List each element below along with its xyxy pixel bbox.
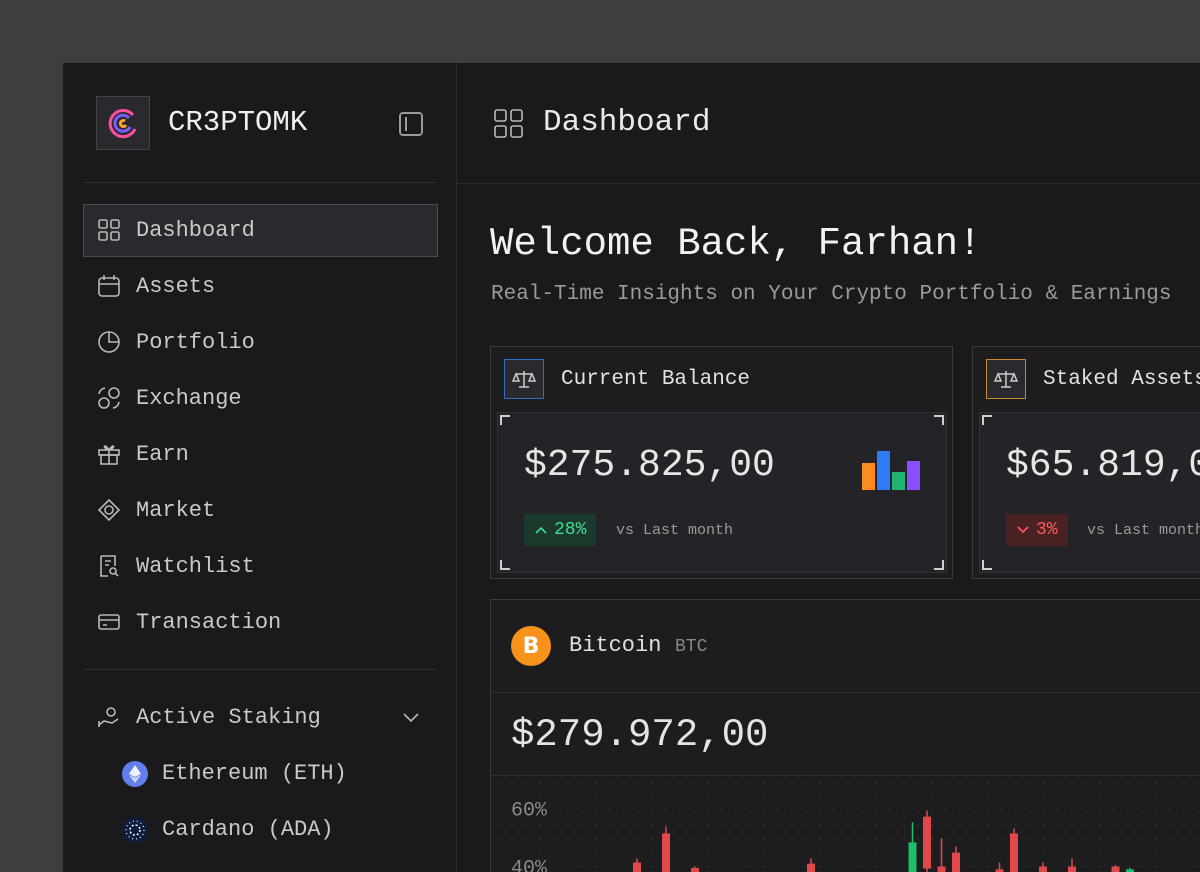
- nav-item[interactable]: Assets: [136, 274, 216, 299]
- corner: [500, 415, 510, 425]
- nav-icon: [97, 498, 121, 522]
- stat-card: Staked Assets $65.819,00 3% vs Last month: [972, 346, 1200, 579]
- nav-icon: [98, 387, 120, 409]
- candle-body: [937, 866, 946, 872]
- divider: [491, 775, 1200, 776]
- staking-item[interactable]: Ethereum (ETH): [162, 761, 347, 786]
- candle-body: [662, 833, 670, 872]
- nav-icon: [98, 445, 120, 465]
- candle-body: [1111, 866, 1120, 872]
- logo-mark: [108, 109, 137, 139]
- btc-icon: B: [511, 626, 551, 666]
- corner: [500, 560, 510, 570]
- nav-item[interactable]: Watchlist: [136, 554, 255, 579]
- nav-item[interactable]: Dashboard: [136, 218, 255, 243]
- ada-icon: [122, 817, 148, 843]
- nav-item[interactable]: Portfolio: [136, 330, 255, 355]
- staking-title[interactable]: Active Staking: [136, 705, 321, 730]
- nav-item[interactable]: Market: [136, 498, 216, 523]
- welcome-title: Welcome Back, Farhan!: [490, 222, 982, 266]
- brand: CR3PTOMK: [168, 106, 308, 139]
- svg-text:B: B: [523, 634, 540, 659]
- divider: [83, 182, 437, 183]
- candle-body: [691, 867, 699, 872]
- corner: [934, 560, 944, 570]
- candle-body: [1068, 866, 1076, 872]
- nav-icon: [98, 219, 120, 241]
- nav-item[interactable]: Exchange: [136, 386, 242, 411]
- card-body: $275.825,00 28% vs Last month: [497, 412, 947, 573]
- y-tick-label: 60%: [511, 800, 548, 823]
- change-compare: vs Last month: [1087, 522, 1200, 539]
- nav-item[interactable]: Earn: [136, 442, 189, 467]
- change-arrow: [1017, 526, 1029, 534]
- card-icon: [986, 359, 1026, 399]
- stat-card: Current Balance $275.825,00 28% vs Last mon…: [490, 346, 953, 579]
- divider: [83, 669, 437, 670]
- candle-body: [908, 842, 917, 872]
- card-title: Current Balance: [561, 368, 751, 391]
- candle-body: [633, 862, 641, 872]
- coin-card: B Bitcoin BTC $279.972,00 60% 40%: [490, 599, 1200, 872]
- app: CR3PTOMK Active Staking Ethereum (ETH) C…: [63, 63, 1200, 872]
- coin-price: $279.972,00: [511, 713, 769, 757]
- welcome-subtitle: Real-Time Insights on Your Crypto Portfo…: [491, 283, 1172, 306]
- card-icon: [504, 359, 544, 399]
- y-tick-label: 40%: [511, 858, 548, 872]
- candle-body: [995, 869, 1004, 872]
- staking-icon: [98, 707, 119, 727]
- nav-item[interactable]: Transaction: [136, 610, 282, 635]
- header-icon: [494, 109, 523, 138]
- corner: [934, 415, 944, 425]
- change-value: 3%: [1036, 520, 1058, 540]
- sidebar: CR3PTOMK Active Staking Ethereum (ETH) C…: [63, 63, 457, 872]
- change-value: 28%: [554, 520, 587, 540]
- nav-icon: [100, 555, 119, 577]
- corner: [982, 560, 992, 570]
- staking-item[interactable]: Cardano (ADA): [162, 817, 334, 842]
- eth-icon: [122, 761, 148, 787]
- change-badge: 28%: [524, 514, 597, 546]
- change-compare: vs Last month: [616, 522, 734, 539]
- chevron[interactable]: [401, 711, 421, 725]
- coin-name: Bitcoin: [569, 633, 662, 658]
- change-badge: 3%: [1006, 514, 1068, 546]
- card-body: $65.819,00 3% vs Last month: [979, 412, 1200, 573]
- card-amount: $275.825,00: [524, 444, 775, 487]
- candlestick-chart: 60% 40%: [491, 776, 1200, 872]
- bars-icon: [862, 451, 920, 490]
- card-amount: $65.819,00: [1006, 444, 1200, 487]
- candle-body: [952, 852, 960, 872]
- sidebar-toggle[interactable]: [399, 112, 423, 136]
- divider: [491, 692, 1200, 693]
- candle-body: [923, 816, 931, 869]
- candle-body: [807, 863, 815, 872]
- corner: [982, 415, 992, 425]
- candle-body: [1126, 869, 1134, 872]
- change-arrow: [535, 526, 547, 534]
- logo: [96, 96, 150, 150]
- page-title: Dashboard: [543, 105, 711, 140]
- candle-body: [1010, 833, 1018, 872]
- nav-active[interactable]: [83, 204, 438, 257]
- nav-icon: [98, 614, 120, 630]
- card-title: Staked Assets: [1043, 368, 1200, 391]
- nav-icon: [98, 331, 120, 353]
- nav-icon: [98, 275, 120, 297]
- coin-symbol: BTC: [675, 637, 708, 657]
- topbar: Dashboard: [457, 63, 1200, 184]
- candle-body: [1039, 866, 1047, 872]
